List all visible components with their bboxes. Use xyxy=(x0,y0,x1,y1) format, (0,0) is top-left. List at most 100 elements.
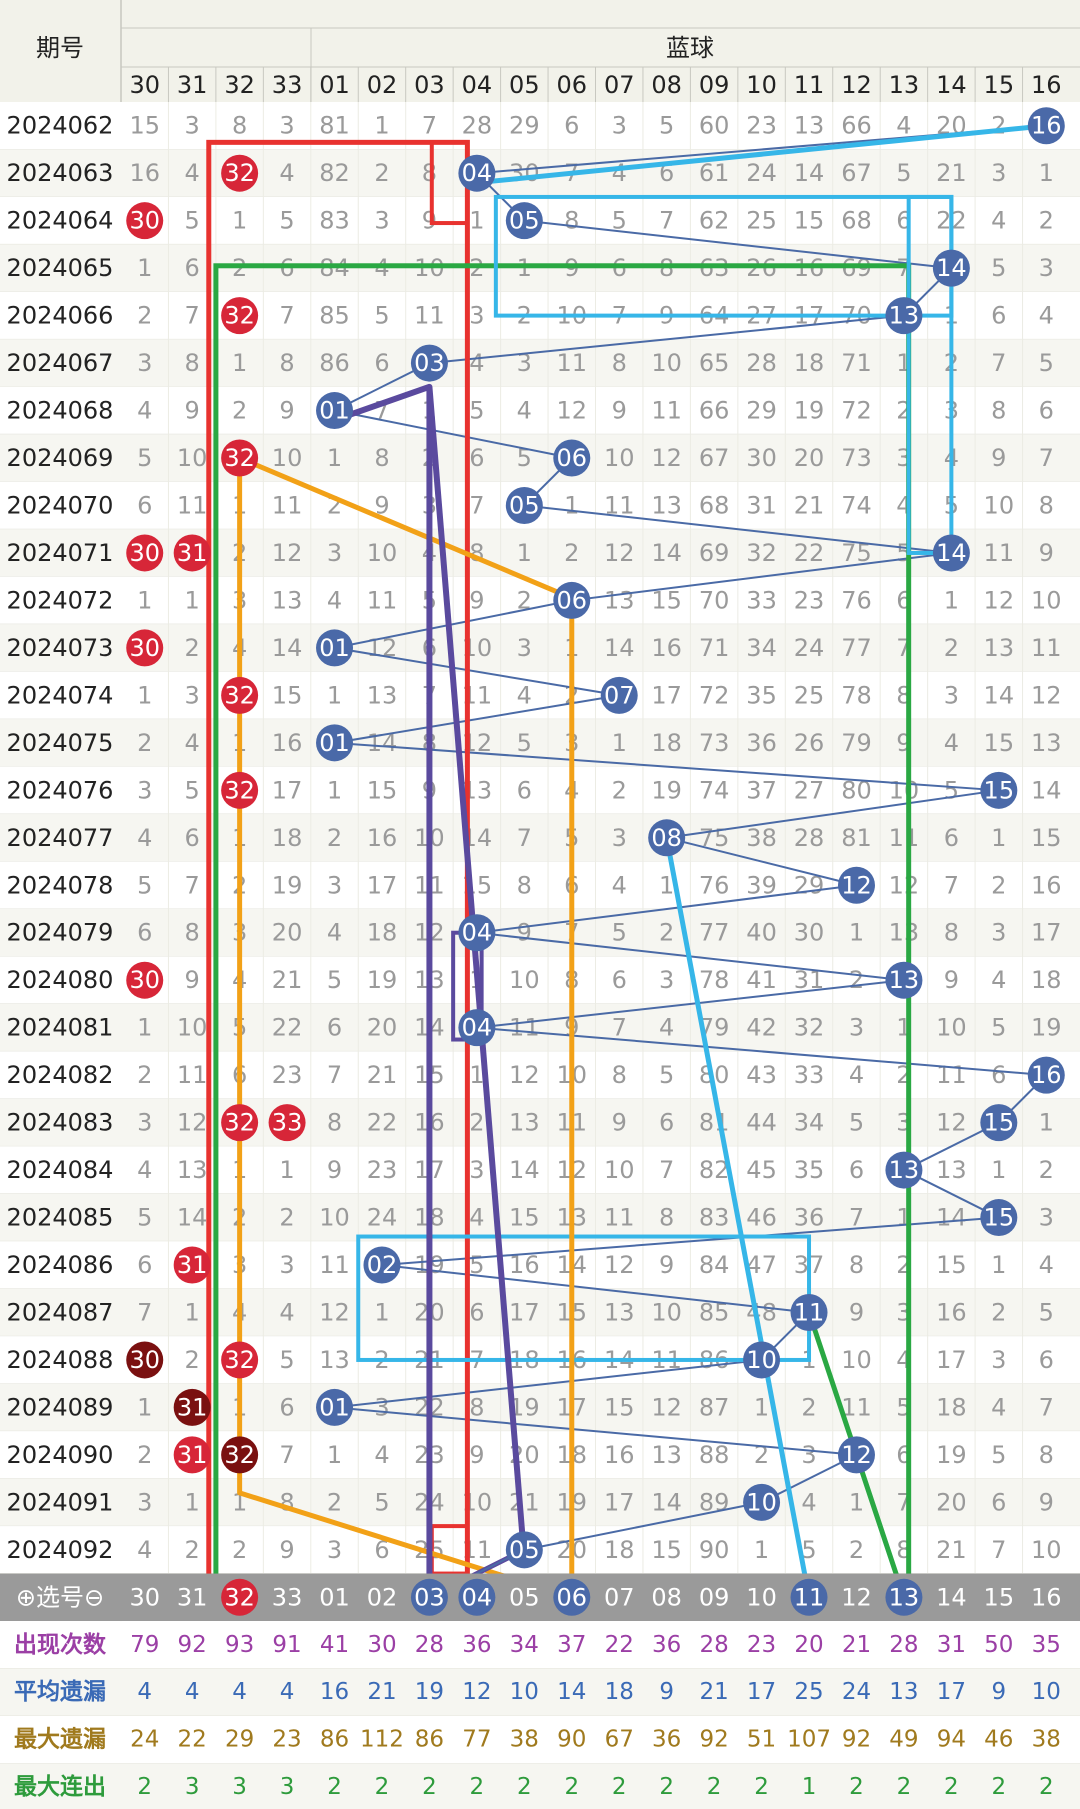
select-number-button[interactable]: 11 xyxy=(794,1583,825,1611)
blue-ball xyxy=(505,486,543,524)
selected-ball[interactable] xyxy=(410,1578,448,1616)
missing-count-cell: 81 xyxy=(319,112,350,140)
select-number-button[interactable]: 05 xyxy=(509,1583,540,1611)
missing-count-cell: 7 xyxy=(279,302,294,330)
select-number-button[interactable]: 16 xyxy=(1031,1583,1062,1611)
row-background xyxy=(0,102,1080,150)
stats-row-background xyxy=(0,1668,1080,1716)
selected-ball[interactable] xyxy=(221,1578,259,1616)
select-number-button[interactable]: 07 xyxy=(604,1583,635,1611)
blue-ball xyxy=(743,1341,781,1379)
missing-count-cell: 6 xyxy=(612,966,627,994)
missing-count-cell: 46 xyxy=(746,1204,777,1232)
row-background xyxy=(0,1431,1080,1479)
missing-count-cell: 8 xyxy=(374,444,389,472)
select-number-button[interactable]: 09 xyxy=(699,1583,730,1611)
missing-count-cell: 9 xyxy=(1039,539,1054,567)
selected-ball[interactable] xyxy=(458,1578,496,1616)
missing-count-cell: 10 xyxy=(604,1156,635,1184)
missing-count-cell: 11 xyxy=(651,397,682,425)
missing-count-cell: 85 xyxy=(319,302,350,330)
row-background xyxy=(0,1288,1080,1337)
selected-ball[interactable] xyxy=(885,1578,923,1616)
blue-ball xyxy=(316,724,354,762)
connector-line xyxy=(476,979,905,1029)
select-number-button[interactable]: 33 xyxy=(272,1583,303,1611)
select-row[interactable]: ⊕选号⊖ 30 31 32 33 01 02 03 04 05 06 07 08 09 10 11 12 13 14… xyxy=(0,1573,1080,1622)
missing-count-cell: 19 xyxy=(1031,1014,1062,1042)
select-number-button[interactable]: 02 xyxy=(367,1583,398,1611)
missing-count-cell: 21 xyxy=(936,159,967,187)
stats-value: 79 xyxy=(130,1632,159,1658)
select-number-button[interactable]: 10 xyxy=(746,1583,777,1611)
select-number-button[interactable]: 31 xyxy=(177,1583,208,1611)
stats-value: 9 xyxy=(992,1679,1007,1705)
column-header: 03 xyxy=(414,71,445,99)
missing-count-cell: 9 xyxy=(944,966,959,994)
missing-count-cell: 14 xyxy=(604,634,635,662)
connector-line xyxy=(334,1358,762,1409)
red-ball xyxy=(173,1246,211,1284)
missing-count-cell: 7 xyxy=(327,1061,342,1089)
select-number-button[interactable]: 04 xyxy=(462,1583,493,1611)
connector-line xyxy=(571,551,952,602)
column-header: 13 xyxy=(889,71,920,99)
select-number-button[interactable]: 08 xyxy=(651,1583,682,1611)
select-number-button[interactable]: 32 xyxy=(224,1583,255,1611)
stats-value: 28 xyxy=(699,1632,728,1658)
select-number-button[interactable]: 30 xyxy=(129,1583,160,1611)
missing-count-cell: 2 xyxy=(1039,1156,1054,1184)
connector-line xyxy=(666,836,857,887)
selected-ball[interactable] xyxy=(790,1578,828,1616)
stats-value: 22 xyxy=(178,1727,207,1753)
select-number-button[interactable]: 13 xyxy=(889,1583,920,1611)
missing-count-cell: 12 xyxy=(509,1061,540,1089)
red-ball xyxy=(126,202,164,240)
select-number-button[interactable]: 12 xyxy=(841,1583,872,1611)
missing-count-cell: 4 xyxy=(612,871,627,899)
ball-number: 13 xyxy=(889,966,920,994)
red-ball xyxy=(126,629,164,667)
missing-count-cell: 73 xyxy=(699,729,730,757)
missing-count-cell: 5 xyxy=(991,1441,1006,1469)
missing-count-cell: 8 xyxy=(1039,1441,1054,1469)
missing-count-cell: 5 xyxy=(1039,1298,1054,1326)
connector-line xyxy=(666,789,999,839)
stats-value: 92 xyxy=(842,1727,871,1753)
ball-number: 31 xyxy=(177,539,208,567)
missing-count-cell: 2 xyxy=(327,1488,342,1516)
stats-value: 51 xyxy=(747,1727,776,1753)
missing-count-cell: 9 xyxy=(422,207,437,235)
stats-label: 平均遗漏 xyxy=(14,1678,106,1705)
select-number-button[interactable]: 06 xyxy=(557,1583,588,1611)
select-number-button[interactable]: 15 xyxy=(984,1583,1015,1611)
missing-count-cell: 7 xyxy=(137,1298,152,1326)
missing-count-cell: 7 xyxy=(659,1156,674,1184)
missing-count-cell: 14 xyxy=(272,634,303,662)
select-label[interactable]: ⊕选号⊖ xyxy=(16,1583,104,1611)
missing-count-cell: 15 xyxy=(509,1204,540,1232)
missing-count-cell: 6 xyxy=(374,1536,389,1564)
missing-count-cell: 43 xyxy=(746,1061,777,1089)
select-number-button[interactable]: 01 xyxy=(319,1583,350,1611)
column-header: 07 xyxy=(604,71,635,99)
missing-count-cell: 8 xyxy=(659,1204,674,1232)
stats-value: 2 xyxy=(944,1774,959,1800)
blue-ball xyxy=(1027,107,1065,145)
missing-count-cell: 11 xyxy=(414,302,445,330)
period-label: 2024082 xyxy=(7,1061,114,1089)
select-number-button[interactable]: 14 xyxy=(936,1583,967,1611)
period-label: 2024080 xyxy=(7,966,114,994)
missing-count-cell: 16 xyxy=(272,729,303,757)
missing-count-cell: 11 xyxy=(177,491,208,519)
row-background xyxy=(0,1003,1080,1052)
connector-line xyxy=(524,504,952,554)
missing-count-cell: 8 xyxy=(1039,491,1054,519)
missing-count-cell: 2 xyxy=(185,1536,200,1564)
missing-count-cell: 71 xyxy=(841,349,872,377)
stats-value: 29 xyxy=(225,1727,254,1753)
select-number-button[interactable]: 03 xyxy=(414,1583,445,1611)
stats-value: 37 xyxy=(557,1632,586,1658)
missing-count-cell: 11 xyxy=(557,349,588,377)
selected-ball[interactable] xyxy=(553,1578,591,1616)
